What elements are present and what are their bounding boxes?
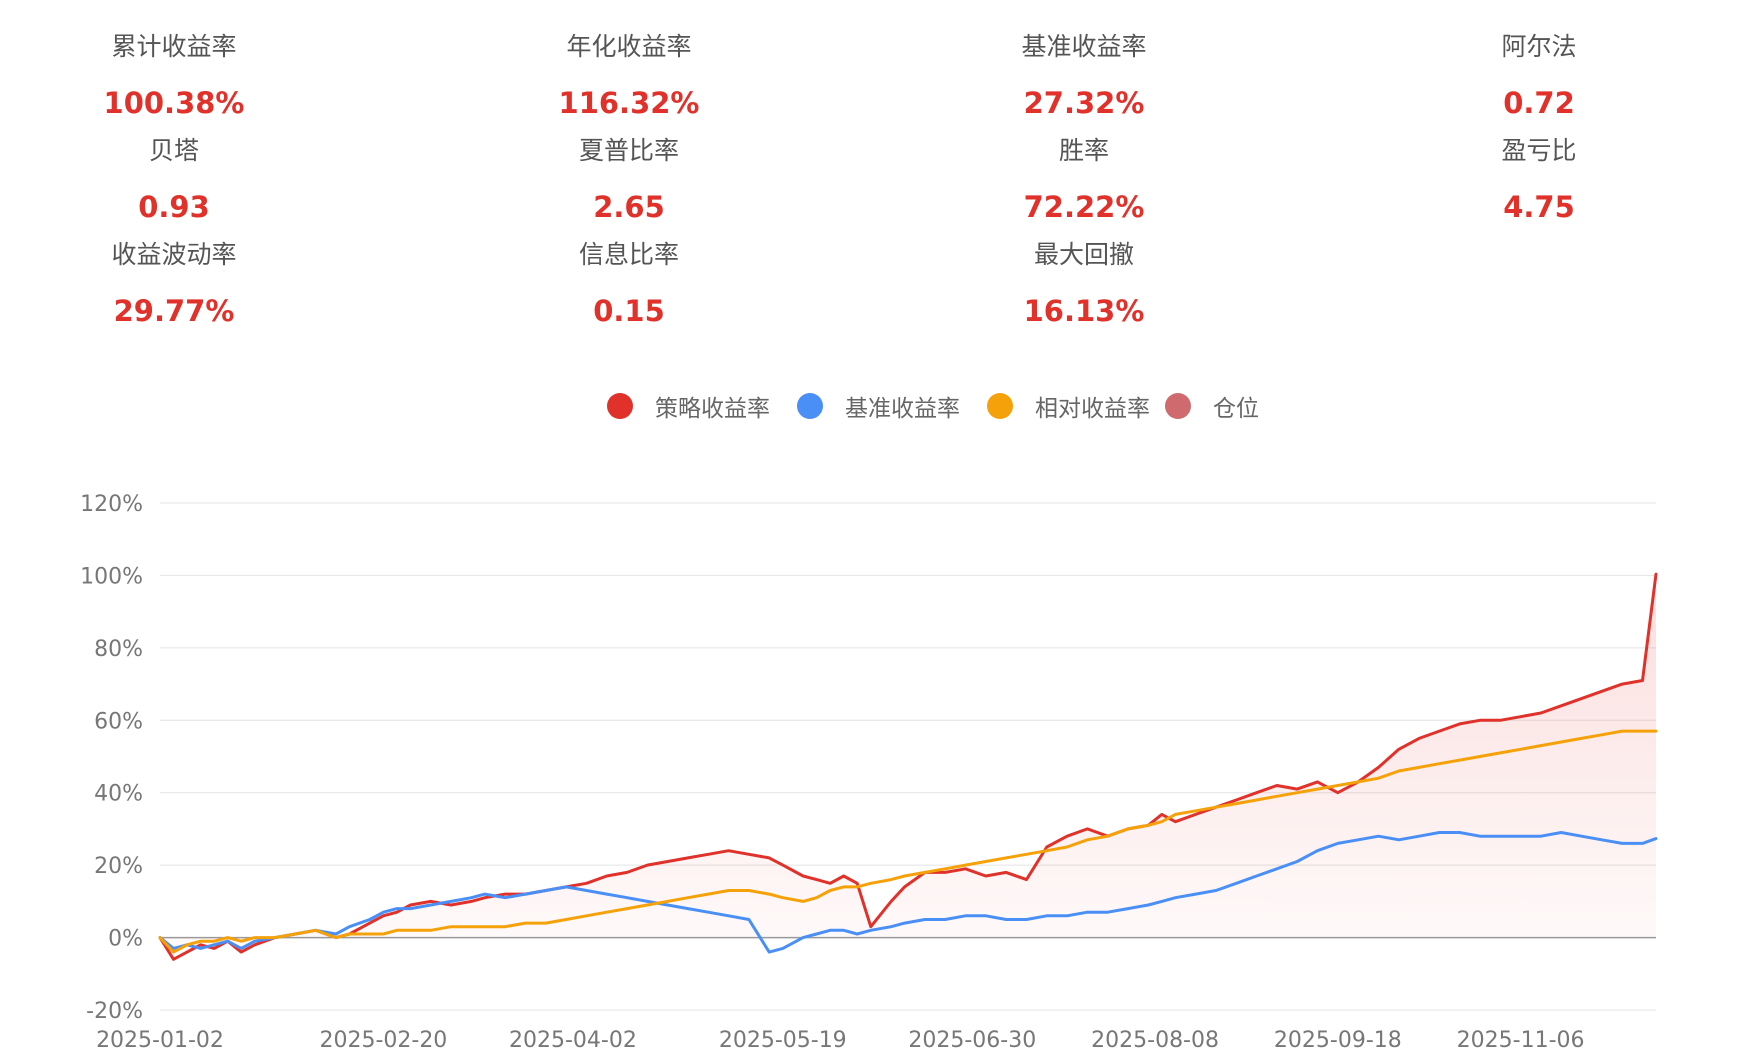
legend-dot-position: [1165, 393, 1191, 419]
x-tick-label: 2025-01-02: [96, 1028, 224, 1053]
stat-annualized-return: 年化收益率 116.32%: [479, 32, 779, 120]
x-tick-label: 2025-05-19: [719, 1028, 847, 1053]
stat-label: 最大回撤: [1033, 240, 1134, 269]
stat-value: 100.38%: [103, 86, 245, 120]
y-tick-label: 40%: [94, 782, 143, 807]
stat-beta: 贝塔 0.93: [24, 136, 324, 224]
x-tick-label: 2025-06-30: [908, 1028, 1036, 1053]
stat-value: 29.77%: [113, 294, 235, 328]
stat-value: 0.15: [593, 294, 665, 328]
stat-label: 累计收益率: [111, 32, 237, 61]
stat-label: 阿尔法: [1501, 32, 1577, 61]
stat-value: 16.13%: [1023, 294, 1145, 328]
stat-max-drawdown: 最大回撤 16.13%: [934, 240, 1234, 328]
legend-label: 策略收益率: [655, 396, 770, 422]
stat-win-rate: 胜率 72.22%: [934, 136, 1234, 224]
stat-value: 116.32%: [558, 86, 700, 120]
stat-label: 胜率: [1058, 136, 1109, 165]
stat-profit-loss-ratio: 盈亏比 4.75: [1389, 136, 1689, 224]
legend-label: 仓位: [1213, 396, 1259, 422]
stat-value: 27.32%: [1023, 86, 1145, 120]
stat-alpha: 阿尔法 0.72: [1389, 32, 1689, 120]
stat-label: 收益波动率: [111, 240, 237, 269]
y-tick-label: 20%: [94, 854, 143, 879]
series-line-relative: [158, 729, 1658, 954]
stat-label: 年化收益率: [566, 32, 692, 61]
y-tick-label: 60%: [94, 709, 143, 734]
stat-benchmark-return: 基准收益率 27.32%: [934, 32, 1234, 120]
stat-sharpe: 夏普比率 2.65: [479, 136, 779, 224]
y-tick-label: 80%: [94, 637, 143, 662]
x-tick-label: 2025-02-20: [319, 1028, 447, 1053]
stat-volatility: 收益波动率 29.77%: [24, 240, 324, 328]
y-tick-label: -20%: [86, 999, 143, 1024]
series-line-strategy: [158, 572, 1658, 961]
series-area-strategy: [160, 574, 1656, 960]
stat-label: 夏普比率: [578, 136, 679, 165]
stat-value: 4.75: [1503, 190, 1575, 224]
stat-label: 贝塔: [148, 136, 199, 165]
series-line-benchmark: [158, 831, 1658, 954]
legend-label: 相对收益率: [1035, 396, 1150, 422]
stat-label: 信息比率: [578, 240, 679, 269]
stat-label: 基准收益率: [1021, 32, 1147, 61]
legend-dot-benchmark: [797, 393, 823, 419]
legend-dot-relative: [987, 393, 1013, 419]
y-tick-label: 120%: [80, 492, 143, 517]
chart-legend: 策略收益率 基准收益率 相对收益率 仓位: [0, 388, 1762, 424]
legend-item-strategy[interactable]: 策略收益率: [607, 388, 770, 424]
stat-label: 盈亏比: [1501, 136, 1577, 165]
stat-value: 2.65: [593, 190, 665, 224]
y-tick-label: 100%: [80, 564, 143, 589]
stat-cumulative-return: 累计收益率 100.38%: [24, 32, 324, 120]
stat-information-ratio: 信息比率 0.15: [479, 240, 779, 328]
y-tick-label: 0%: [108, 927, 143, 952]
legend-dot-strategy: [607, 393, 633, 419]
stat-value: 0.72: [1503, 86, 1575, 120]
legend-item-position[interactable]: 仓位: [1165, 388, 1259, 424]
x-tick-label: 2025-08-08: [1091, 1028, 1219, 1053]
stat-value: 72.22%: [1023, 190, 1145, 224]
x-tick-label: 2025-09-18: [1274, 1028, 1402, 1053]
legend-item-relative[interactable]: 相对收益率: [987, 388, 1150, 424]
legend-label: 基准收益率: [845, 396, 960, 422]
x-tick-label: 2025-11-06: [1457, 1028, 1585, 1053]
legend-item-benchmark[interactable]: 基准收益率: [797, 388, 960, 424]
stat-value: 0.93: [138, 190, 210, 224]
x-tick-label: 2025-04-02: [509, 1028, 637, 1053]
